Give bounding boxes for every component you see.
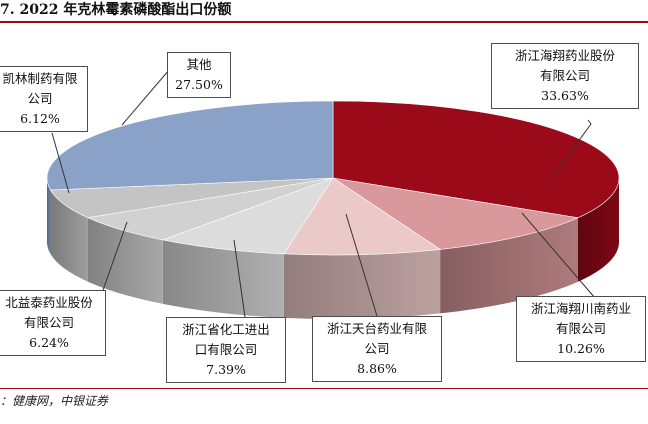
pie-side-1 xyxy=(440,217,578,314)
pie-slice-3 xyxy=(161,177,334,255)
pie-slice-1 xyxy=(332,177,580,250)
data-label-value: 6.24% xyxy=(29,335,69,350)
source-rule xyxy=(0,388,648,389)
leader-line-1 xyxy=(521,212,596,299)
data-label-6: 其他 27.50% xyxy=(167,52,231,98)
pie-side-4 xyxy=(87,217,163,304)
data-label-3: 浙江省化工进出 口有限公司 7.39% xyxy=(166,317,286,383)
leader-line-0 xyxy=(552,119,592,177)
pie-slice-2 xyxy=(283,177,441,256)
leader-line-3 xyxy=(233,239,246,318)
data-label-name-line: 公司 xyxy=(364,341,390,356)
data-label-name-line: 浙江海翔药业股份 xyxy=(514,48,615,63)
source-note: ：健康网，中银证券 xyxy=(0,394,109,408)
data-label-name-line: 有限公司 xyxy=(555,321,606,336)
data-label-0: 浙江海翔药业股份 有限公司 33.63% xyxy=(491,43,639,109)
leader-line-4 xyxy=(101,221,128,294)
data-label-value: 6.12% xyxy=(20,111,60,126)
data-label-name-line: 浙江省化工进出 xyxy=(182,322,270,337)
data-label-value: 7.39% xyxy=(206,362,246,377)
pie-side-walls xyxy=(47,178,619,319)
data-label-name-line: 有限公司 xyxy=(539,68,590,83)
title-rule xyxy=(0,21,648,23)
pie-side-2 xyxy=(283,249,441,319)
leader-line-6 xyxy=(121,69,170,126)
data-label-2: 浙江天台药业有限 公司 8.86% xyxy=(312,316,442,382)
data-label-value: 33.63% xyxy=(541,88,589,103)
leader-line-2 xyxy=(345,213,378,317)
pie-side-6 xyxy=(47,178,51,255)
data-label-name-line: 其他 xyxy=(186,57,212,72)
data-label-value: 8.86% xyxy=(357,361,397,376)
data-label-value: 27.50% xyxy=(175,77,223,92)
data-label-name-line: 口有限公司 xyxy=(194,342,258,357)
data-label-5: 凯林制药有限 公司 6.12% xyxy=(0,66,88,132)
data-label-value: 10.26% xyxy=(557,341,605,356)
pie-slice-0 xyxy=(332,100,620,219)
pie-side-3 xyxy=(162,239,284,318)
leader-line-5 xyxy=(51,132,70,194)
data-label-name-line: 浙江海翔川南药业 xyxy=(530,301,631,316)
data-label-name-line: 有限公司 xyxy=(23,315,74,330)
data-label-name-line: 公司 xyxy=(27,91,53,106)
data-label-name-line: 浙江天台药业有限 xyxy=(326,321,427,336)
data-label-4: 北益泰药业股份 有限公司 6.24% xyxy=(0,290,106,356)
pie-side-5 xyxy=(50,190,88,282)
pie-side-0 xyxy=(577,178,619,282)
data-label-name-line: 凯林制药有限 xyxy=(2,71,78,86)
data-label-name-line: 北益泰药业股份 xyxy=(5,295,93,310)
chart-title: 7. 2022 年克林霉素磷酸酯出口份额 xyxy=(0,2,232,18)
data-label-1: 浙江海翔川南药业 有限公司 10.26% xyxy=(516,296,646,362)
pie-slice-6 xyxy=(46,100,334,191)
